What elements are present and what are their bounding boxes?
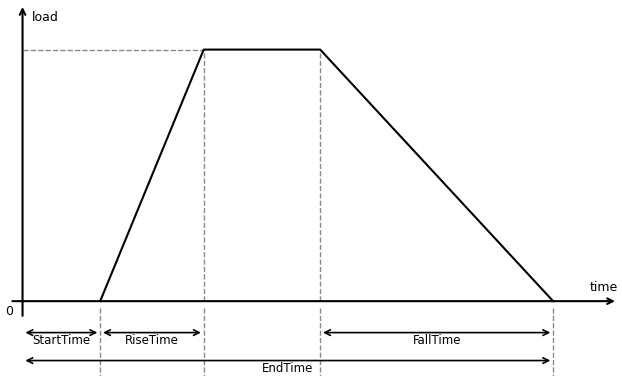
Text: load: load (32, 11, 59, 24)
Text: 0: 0 (5, 305, 13, 318)
Text: time: time (590, 281, 618, 294)
Text: StartTime: StartTime (32, 334, 90, 347)
Text: RiseTime: RiseTime (125, 334, 179, 347)
Text: EndTime: EndTime (262, 362, 313, 375)
Text: FallTime: FallTime (412, 334, 461, 347)
